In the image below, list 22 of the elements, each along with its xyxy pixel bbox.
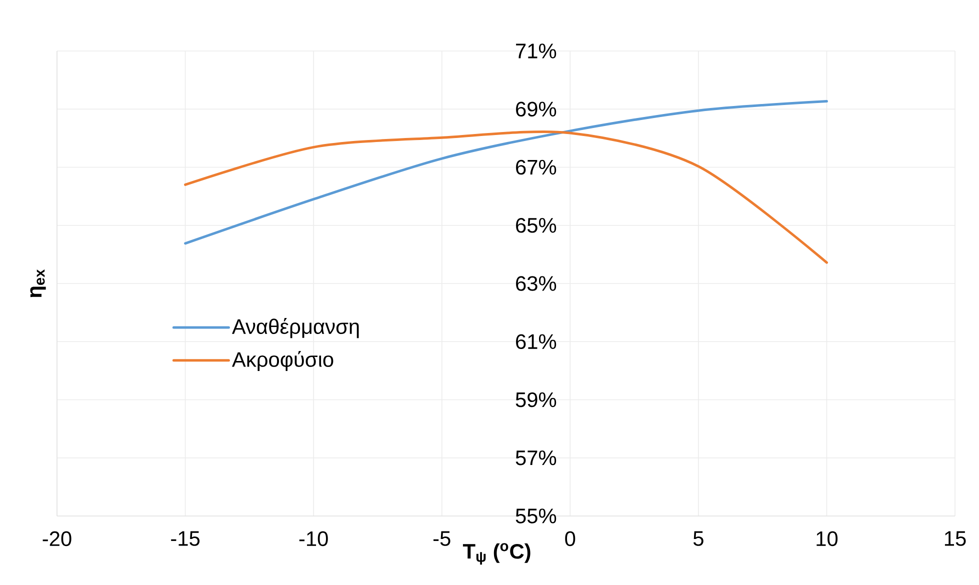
y-tick-label: 55%	[516, 508, 556, 524]
y-axis-title: η$_{ex}$	[30, 269, 46, 298]
x-tick-label: -5	[433, 531, 450, 546]
y-tick-label: 69%	[516, 102, 556, 117]
y-tick-label: 67%	[516, 160, 556, 175]
y-tick-label: 61%	[516, 334, 556, 350]
line-series	[184, 100, 828, 245]
x-tick-label: -20	[42, 531, 72, 546]
legend-label: Ακροφύσιο	[232, 350, 334, 372]
x-tick-label: 0	[565, 531, 576, 546]
y-tick-label: 57%	[516, 450, 556, 466]
x-tick-label: 15	[944, 531, 966, 546]
x-tick-label: 5	[693, 531, 704, 546]
x-axis-title: T$_{ψ}$ ($^{o}$C)	[462, 543, 530, 565]
x-tick-label: -10	[299, 531, 328, 546]
x-tick-label: 10	[816, 531, 838, 546]
y-tick-label: 65%	[516, 218, 556, 233]
legend-label: Αναθέρμανση	[232, 318, 359, 338]
y-tick-label: 63%	[516, 276, 556, 291]
y-tick-label: 71%	[516, 44, 556, 58]
x-tick-label: -15	[171, 531, 200, 546]
y-tick-label: 59%	[516, 392, 556, 408]
